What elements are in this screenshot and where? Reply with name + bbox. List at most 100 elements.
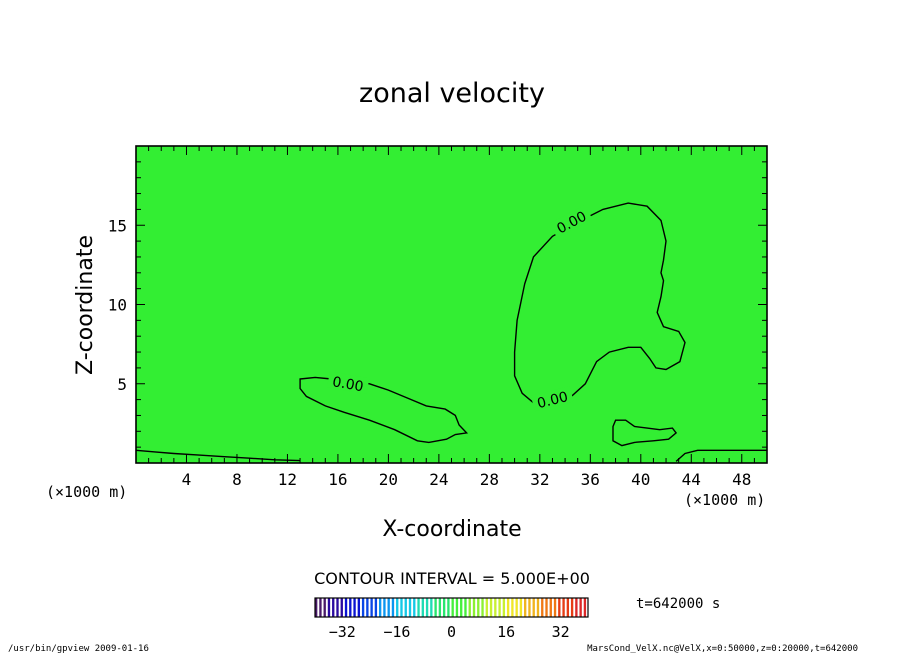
x-tick-layer: 4 8 12 16 20 24 28 32 36 40 44 48 [148,146,755,489]
x-tick-label: 36 [581,470,600,489]
contour-label-bg [549,204,593,238]
colorbar-swatch [528,598,531,617]
colorbar-swatch [336,598,339,617]
colorbar-swatch [396,598,399,617]
x-tick-label: 40 [631,470,650,489]
x-tick-label: 4 [182,470,192,489]
y-tick-label: 10 [108,296,127,315]
colorbar-swatch [361,598,365,617]
colorbar-swatch [481,598,484,617]
y-tick-layer: 5 10 15 [108,161,767,448]
colorbar-swatch [477,598,480,617]
colorbar-swatch [583,598,587,617]
colorbar-swatch [498,598,501,617]
contour-label: 0.00 [331,374,364,395]
colorbar-swatch [319,598,322,617]
colorbar-swatch [579,598,582,617]
colorbar-swatch [417,598,420,617]
colorbar-swatch [515,598,518,617]
colorbar-swatch [357,598,361,617]
x-tick-label: 12 [278,470,297,489]
colorbar-swatch [506,598,510,617]
colorbar-swatch [532,598,535,617]
colorbar-swatch [404,598,407,617]
colorbar-swatch [315,598,318,617]
colorbar-swatch [460,598,463,617]
y-axis-label: Z-coordinate [73,235,98,375]
x-tick-label: 20 [379,470,398,489]
x-tick-label: 16 [328,470,347,489]
footer-left: /usr/bin/gpview 2009-01-16 [8,644,149,654]
x-tick-label: 48 [732,470,751,489]
x-unit-left: (×1000 m) [46,483,127,501]
contour-line-3 [135,449,301,462]
colorbar-swatch [553,598,557,617]
footer-right: MarsCond_VelX.nc@VelX,x=0:50000,z=0:2000… [587,644,858,654]
colorbar-swatch [570,598,574,617]
colorbar-swatch [519,598,523,617]
colorbar-swatch [511,598,514,617]
colorbar-swatch [468,598,471,617]
colorbar-swatch [323,598,326,617]
colorbar-frame [314,597,589,618]
colorbar-swatch [425,598,429,617]
x-axis-label: X-coordinate [382,517,521,542]
colorbar-swatch [447,598,450,617]
y-tick-label: 15 [108,216,127,235]
colorbar-swatch [485,598,488,617]
colorbar-swatch [489,598,493,617]
colorbar-swatch [349,598,352,617]
contour-label-bg [327,371,370,395]
plot-field [136,146,767,463]
colorbar-swatch [400,598,403,617]
colorbar-swatch [370,598,373,617]
colorbar-swatch [558,598,561,617]
colorbar-swatch [442,598,446,617]
colorbar-swatch [562,598,565,617]
colorbar-swatch [455,598,459,617]
colorbar-swatch [327,598,331,617]
colorbar-swatch [353,598,356,617]
colorbar-swatch [536,598,540,617]
colorbar-swatch [378,598,382,617]
colorbar-tick-label: −16 [383,623,410,641]
x-tick-label: 44 [682,470,701,489]
colorbar-swatch [472,598,476,617]
x-tick-label: 8 [232,470,242,489]
contour-label: 0.00 [536,389,570,412]
contour-label-layer: 0.000.000.00 [327,204,593,412]
colorbar-swatch [374,598,378,617]
colorbar-tick-label: 0 [447,623,456,641]
colorbar-swatch [434,598,437,617]
colorbar-swatch [464,598,467,617]
contour-line-2 [612,419,678,447]
x-tick-label: 28 [480,470,499,489]
colorbar-swatch [549,598,552,617]
colorbar-swatch [340,598,343,617]
contour-interval-text: CONTOUR INTERVAL = 5.000E+00 [314,569,590,588]
contour-line-4 [675,449,767,462]
x-tick-label: 24 [429,470,448,489]
colorbar-swatch [502,598,506,617]
colorbar-swatch [408,598,412,617]
colorbar-tick-label: 16 [497,623,515,641]
colorbar-swatch [332,598,335,617]
colorbar-swatch [438,598,442,617]
x-tick-label: 32 [530,470,549,489]
colorbar-swatch [421,598,424,617]
colorbar-swatch [541,598,544,617]
colorbar [315,598,587,617]
colorbar-swatch [566,598,570,617]
colorbar-swatch [494,598,497,617]
x-unit-right: (×1000 m) [684,491,765,509]
colorbar-swatch [413,598,416,617]
colorbar-swatch [575,598,578,617]
colorbar-swatch [366,598,369,617]
colorbar-swatch [344,598,348,617]
colorbar-swatch [524,598,527,617]
y-tick-label: 5 [117,375,127,394]
colorbar-swatch [430,598,433,617]
colorbar-tick-label: −32 [329,623,356,641]
colorbar-tick-label: 32 [552,623,570,641]
